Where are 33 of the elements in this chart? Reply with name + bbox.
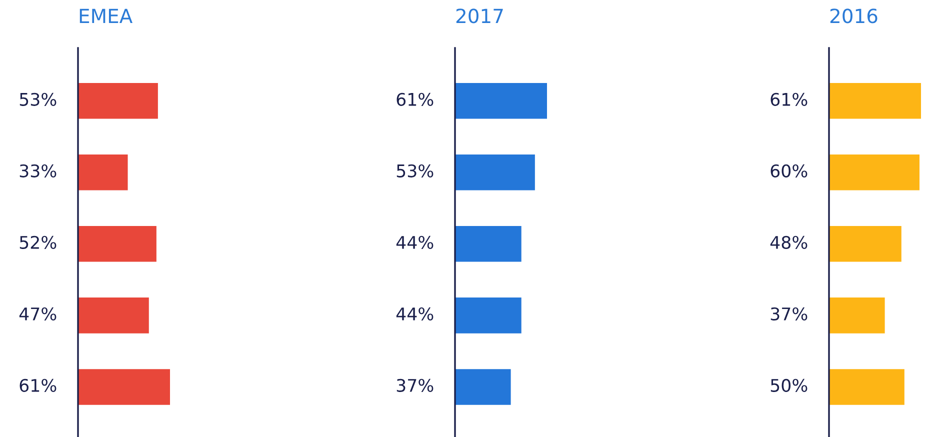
chart-title: 2017: [456, 8, 503, 24]
data-label: 61%: [20, 378, 56, 392]
bar: [78, 369, 170, 405]
bar: [78, 154, 128, 190]
bar: [455, 83, 547, 119]
data-label: 52%: [20, 236, 56, 249]
data-label: 37%: [396, 378, 434, 392]
bar: [455, 226, 522, 262]
bar: [78, 83, 158, 119]
bar: [78, 298, 149, 334]
bar: [829, 83, 921, 119]
data-label: 50%: [770, 378, 808, 392]
data-label: 48%: [770, 236, 808, 249]
bar: [829, 154, 920, 190]
chart-title: 2016: [830, 8, 878, 24]
bar: [78, 226, 156, 262]
chart-title: EMEA: [80, 8, 132, 23]
bar: [455, 154, 535, 190]
data-label: 44%: [396, 236, 434, 249]
data-label: 33%: [20, 164, 56, 178]
bar: [455, 369, 511, 405]
bar: [829, 298, 885, 334]
bar: [455, 298, 522, 334]
data-label: 60%: [770, 164, 808, 178]
bar: [829, 226, 902, 262]
data-label: 44%: [396, 307, 434, 320]
data-label: 53%: [396, 164, 434, 178]
data-label: 61%: [396, 92, 434, 106]
data-label: 37%: [770, 307, 808, 320]
bar: [829, 369, 904, 405]
data-label: 53%: [20, 92, 56, 106]
data-label: 61%: [770, 92, 808, 106]
data-label: 47%: [19, 307, 56, 320]
